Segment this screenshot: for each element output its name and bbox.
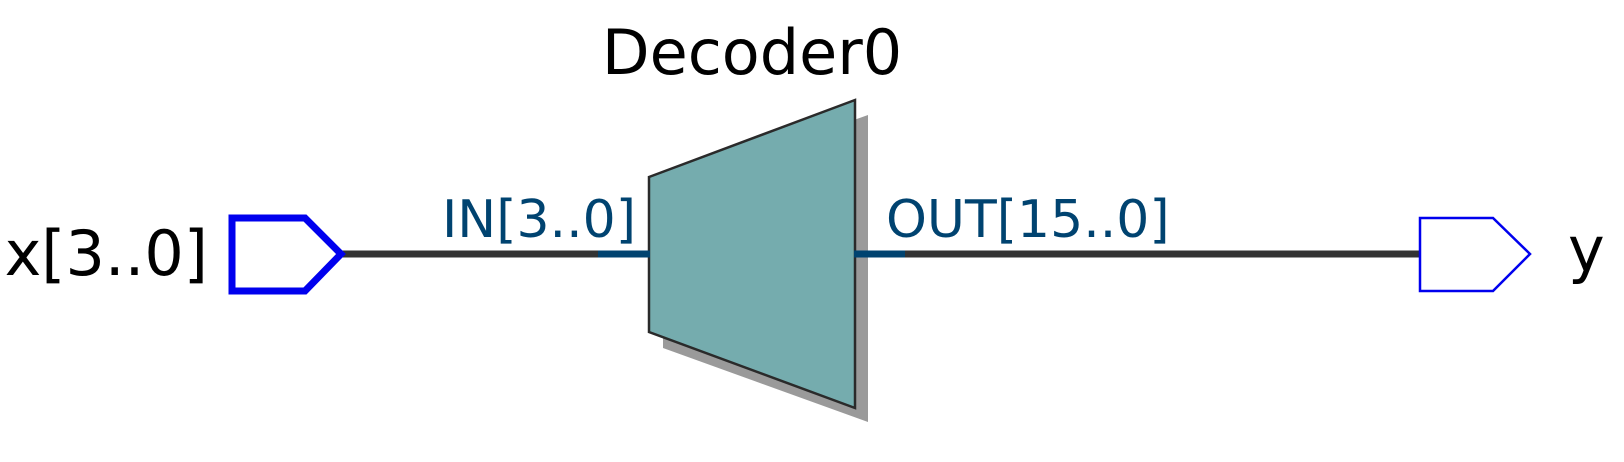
input-port-label: x[3..0] xyxy=(5,217,208,290)
output-pin-label: OUT[15..0] xyxy=(886,190,1170,250)
input-pin-label: IN[3..0] xyxy=(442,190,636,250)
input-port-symbol[interactable] xyxy=(228,214,346,295)
decoder-body[interactable] xyxy=(647,98,857,410)
output-port-symbol[interactable] xyxy=(1418,216,1532,293)
output-port-label: y xyxy=(1568,213,1605,286)
block-title: Decoder0 xyxy=(602,16,902,89)
